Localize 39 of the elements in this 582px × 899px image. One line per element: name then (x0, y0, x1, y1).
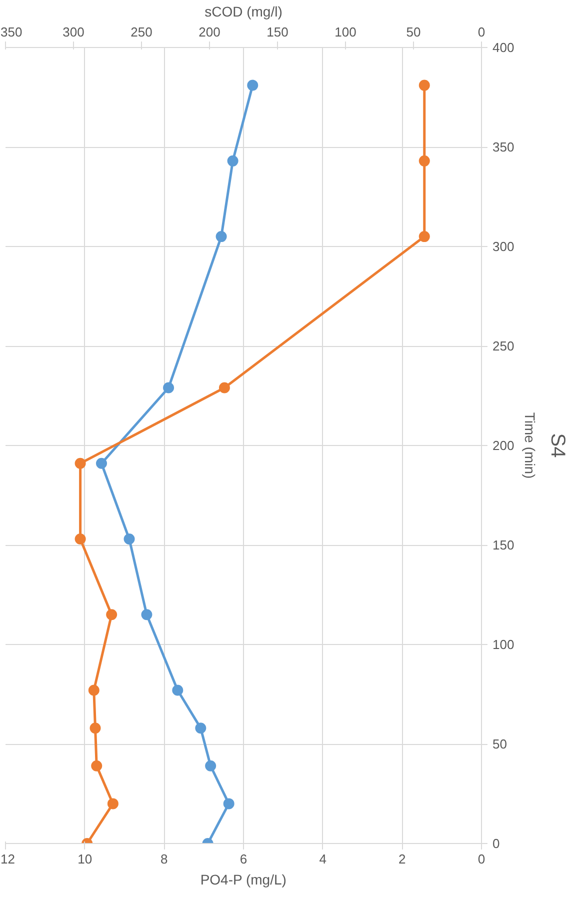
point (96, 458, 107, 469)
x-tick-label: 0 (478, 852, 486, 866)
point (141, 609, 152, 620)
y-tick-label: 50 (492, 736, 507, 752)
point (216, 231, 227, 242)
x2-axis-title: sCOD (mg/l) (204, 4, 282, 20)
x-tick-label: 4 (319, 852, 326, 866)
x2-tick-label: 50 (406, 24, 421, 40)
y-tick-label: 250 (492, 338, 514, 354)
x-tick-label: 12 (0, 852, 15, 866)
y-tick-label: 300 (492, 239, 514, 254)
x-tick-label: 2 (398, 852, 406, 866)
x2-tick-label: 250 (130, 24, 152, 40)
point (124, 534, 135, 545)
y-axis-title: Time (min) (522, 412, 538, 479)
x-tick-label: 8 (160, 852, 168, 866)
point (172, 684, 184, 696)
y-tick-label: 150 (492, 538, 514, 552)
x2-tick-label: 350 (0, 24, 22, 40)
point (195, 722, 206, 734)
y-tick-label: 100 (492, 637, 514, 652)
point (205, 760, 216, 772)
y-tick-label: 400 (492, 40, 514, 55)
point (247, 80, 258, 91)
y-tick-label: 350 (492, 140, 514, 154)
point (227, 155, 238, 166)
x-axis-title: PO4-P (mg/L) (200, 872, 286, 888)
y-tick-label: 0 (492, 836, 500, 851)
x2-tick-label: 0 (478, 24, 486, 40)
x2-tick-label: 150 (266, 24, 288, 40)
y-tick-label: 200 (492, 438, 514, 453)
point (163, 382, 174, 394)
x2-tick-label: 200 (198, 24, 220, 40)
x2-tick-label: 300 (62, 24, 84, 40)
x2-tick-label: 100 (334, 24, 356, 40)
x-tick-label: 10 (78, 852, 92, 866)
x-tick-label: 6 (240, 852, 248, 866)
text: S4 (546, 433, 568, 458)
point (223, 798, 234, 810)
